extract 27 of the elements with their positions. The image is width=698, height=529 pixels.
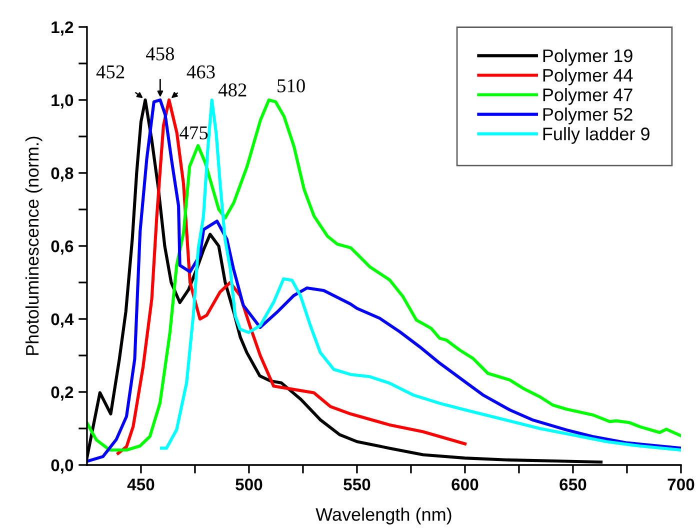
- annotation: 452: [96, 65, 124, 78]
- x-tick-label: 450: [127, 478, 154, 490]
- x-tick-label: 550: [344, 478, 370, 490]
- y-tick-label: 1,0: [52, 94, 74, 109]
- x-tick-label: 500: [236, 478, 262, 490]
- y-tick-label: 1,2: [52, 21, 74, 36]
- legend-label: Polymer 44: [543, 68, 633, 86]
- y-tick-label: 0,4: [51, 313, 74, 328]
- legend-label: Polymer 47: [543, 88, 632, 105]
- y-tick-label: 0,6: [51, 240, 74, 255]
- y-tick-label: 0,0: [51, 459, 74, 474]
- annotation: 475: [180, 126, 208, 140]
- legend-label: Polymer 52: [543, 108, 632, 124]
- y-tick-label: 0,8: [51, 167, 74, 182]
- annotation: 463: [186, 65, 215, 78]
- annotation: 510: [278, 79, 305, 92]
- annotation: 482: [218, 83, 246, 97]
- line-series: [116, 98, 466, 455]
- legend-label: Fully ladder 9: [543, 127, 650, 144]
- y-tick-label: 0,2: [51, 386, 74, 401]
- x-tick-label: 600: [452, 478, 478, 490]
- legend-label: Polymer 19: [543, 48, 632, 66]
- x-axis-title: Wavelength (nm): [316, 508, 452, 524]
- annotation: 458: [146, 47, 174, 60]
- x-tick-label: 650: [560, 478, 586, 490]
- y-axis-title: Photoluminescence (norm.): [25, 136, 42, 355]
- x-tick-label: 700: [668, 478, 694, 490]
